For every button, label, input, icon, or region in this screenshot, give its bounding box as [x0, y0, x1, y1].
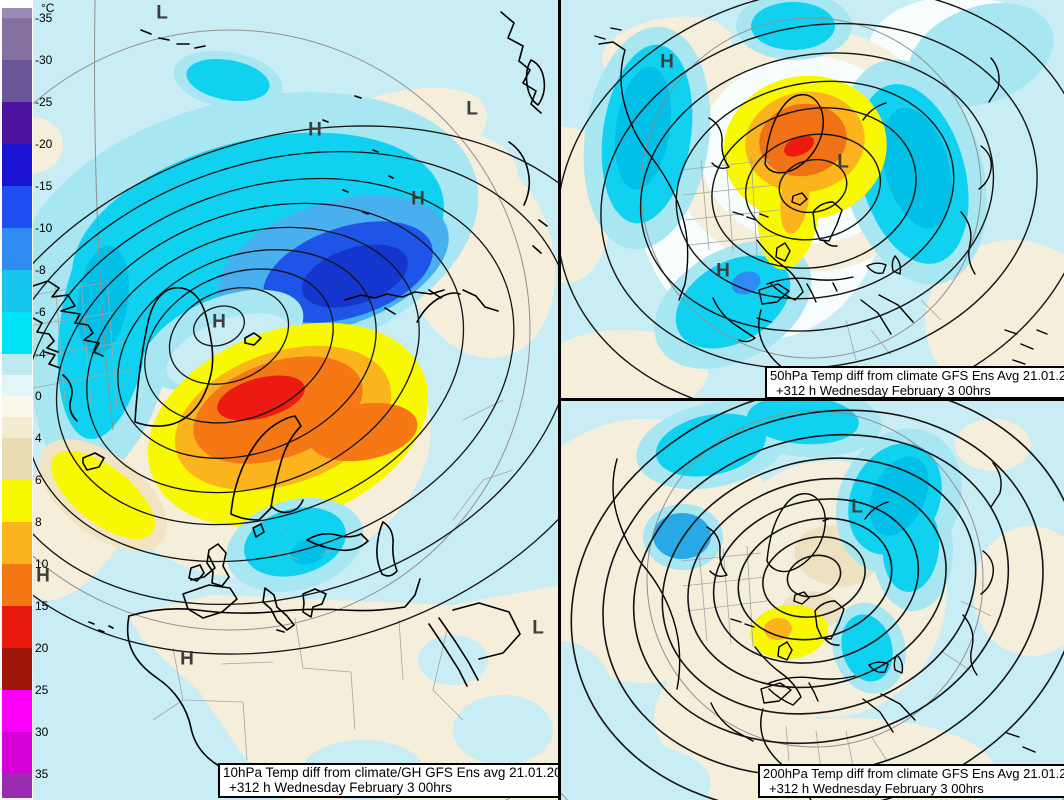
colorbar-swatch: [2, 417, 32, 438]
map-10hpa: [33, 0, 560, 800]
map-200hpa: [561, 401, 1064, 800]
panel-divider-horizontal: [558, 398, 1064, 401]
colorbar-swatch: [2, 354, 32, 375]
colorbar-swatch: [2, 480, 32, 522]
caption-50hpa: 50hPa Temp diff from climate GFS Ens Avg…: [765, 366, 1064, 398]
caption-10hpa-title: 10hPa Temp diff from climate/GH GFS Ens …: [223, 765, 560, 780]
colorbar-swatch: [2, 8, 32, 18]
caption-50hpa-valid-time: +312 h Wednesday February 3 00hrs: [776, 383, 991, 398]
map-panel-200hpa: 200hPa Temp diff from climate GFS Ens Av…: [561, 401, 1064, 800]
caption-200hpa-title: 200hPa Temp diff from climate GFS Ens Av…: [763, 766, 1064, 781]
caption-10hpa-valid-time: +312 h Wednesday February 3 00hrs: [229, 780, 453, 795]
colorbar-swatch: [2, 438, 32, 480]
colorbar-swatch: [2, 102, 32, 144]
caption-50hpa-title: 50hPa Temp diff from climate GFS Ens Avg…: [770, 368, 1064, 383]
colorbar-swatch: [2, 60, 32, 102]
temperature-colorbar: [2, 8, 32, 798]
colorbar-swatch: [2, 648, 32, 690]
map-50hpa: [561, 0, 1064, 398]
map-panel-10hpa: 10hPa Temp diff from climate/GH GFS Ens …: [33, 0, 560, 800]
colorbar-unit-label: °C: [41, 1, 55, 15]
map-panel-50hpa: 50hPa Temp diff from climate GFS Ens Avg…: [561, 0, 1064, 398]
colorbar-swatch: [2, 18, 32, 60]
caption-200hpa: 200hPa Temp diff from climate GFS Ens Av…: [758, 764, 1064, 798]
colorbar-swatch: [2, 312, 32, 354]
colorbar-swatch: [2, 774, 32, 798]
colorbar-swatch: [2, 690, 32, 732]
colorbar-swatch: [2, 396, 32, 417]
caption-200hpa-valid-time: +312 h Wednesday February 3 00hrs: [769, 781, 984, 796]
colorbar-swatch: [2, 522, 32, 564]
caption-10hpa: 10hPa Temp diff from climate/GH GFS Ens …: [218, 763, 560, 798]
colorbar-swatch: [2, 564, 32, 606]
colorbar-swatch: [2, 270, 32, 312]
colorbar-swatch: [2, 144, 32, 186]
colorbar-swatch: [2, 732, 32, 774]
colorbar-swatch: [2, 375, 32, 396]
colorbar-swatch: [2, 186, 32, 228]
colorbar-swatch: [2, 606, 32, 648]
colorbar-swatch: [2, 228, 32, 270]
